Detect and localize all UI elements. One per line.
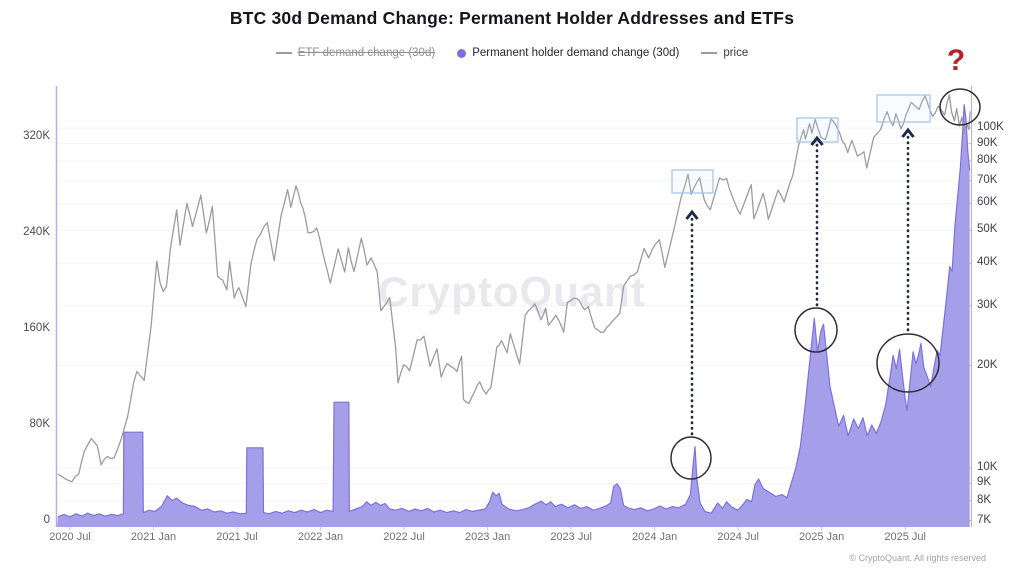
etf-line-swatch-icon [275, 52, 292, 54]
legend-item-permanent-holder[interactable]: Permanent holder demand change (30d) [457, 47, 679, 59]
arrow-head-icon [685, 209, 699, 220]
legend-item-price[interactable]: price [701, 47, 748, 59]
highlight-circle-annotation [670, 436, 712, 480]
legend-label-permanent-holder: Permanent holder demand change (30d) [472, 47, 680, 59]
demand-area-outline [57, 103, 971, 518]
demand-area-series [57, 104, 970, 527]
price-line-series [57, 94, 971, 483]
arrow-head-icon [810, 135, 824, 146]
legend-item-etf[interactable]: ETF demand change (30d) [275, 47, 436, 59]
legend-label-price: price [723, 47, 749, 59]
legend: ETF demand change (30d) Permanent holder… [0, 47, 1024, 59]
copyright: © CryptoQuant. All rights reserved [849, 553, 986, 563]
arrow-head-icon [901, 127, 915, 138]
legend-label-etf: ETF demand change (30d) [297, 47, 436, 59]
highlight-circle-annotation [876, 333, 940, 393]
chart-title: BTC 30d Demand Change: Permanent Holder … [229, 8, 795, 28]
question-mark-annotation: ? [946, 44, 966, 77]
permanent-holder-dot-swatch-icon [457, 48, 467, 58]
consolidation-box-annotation [671, 169, 714, 194]
consolidation-box-annotation [876, 94, 931, 123]
highlight-circle-annotation [794, 307, 838, 353]
price-line-swatch-icon [701, 52, 718, 54]
highlight-circle-annotation [939, 88, 981, 126]
